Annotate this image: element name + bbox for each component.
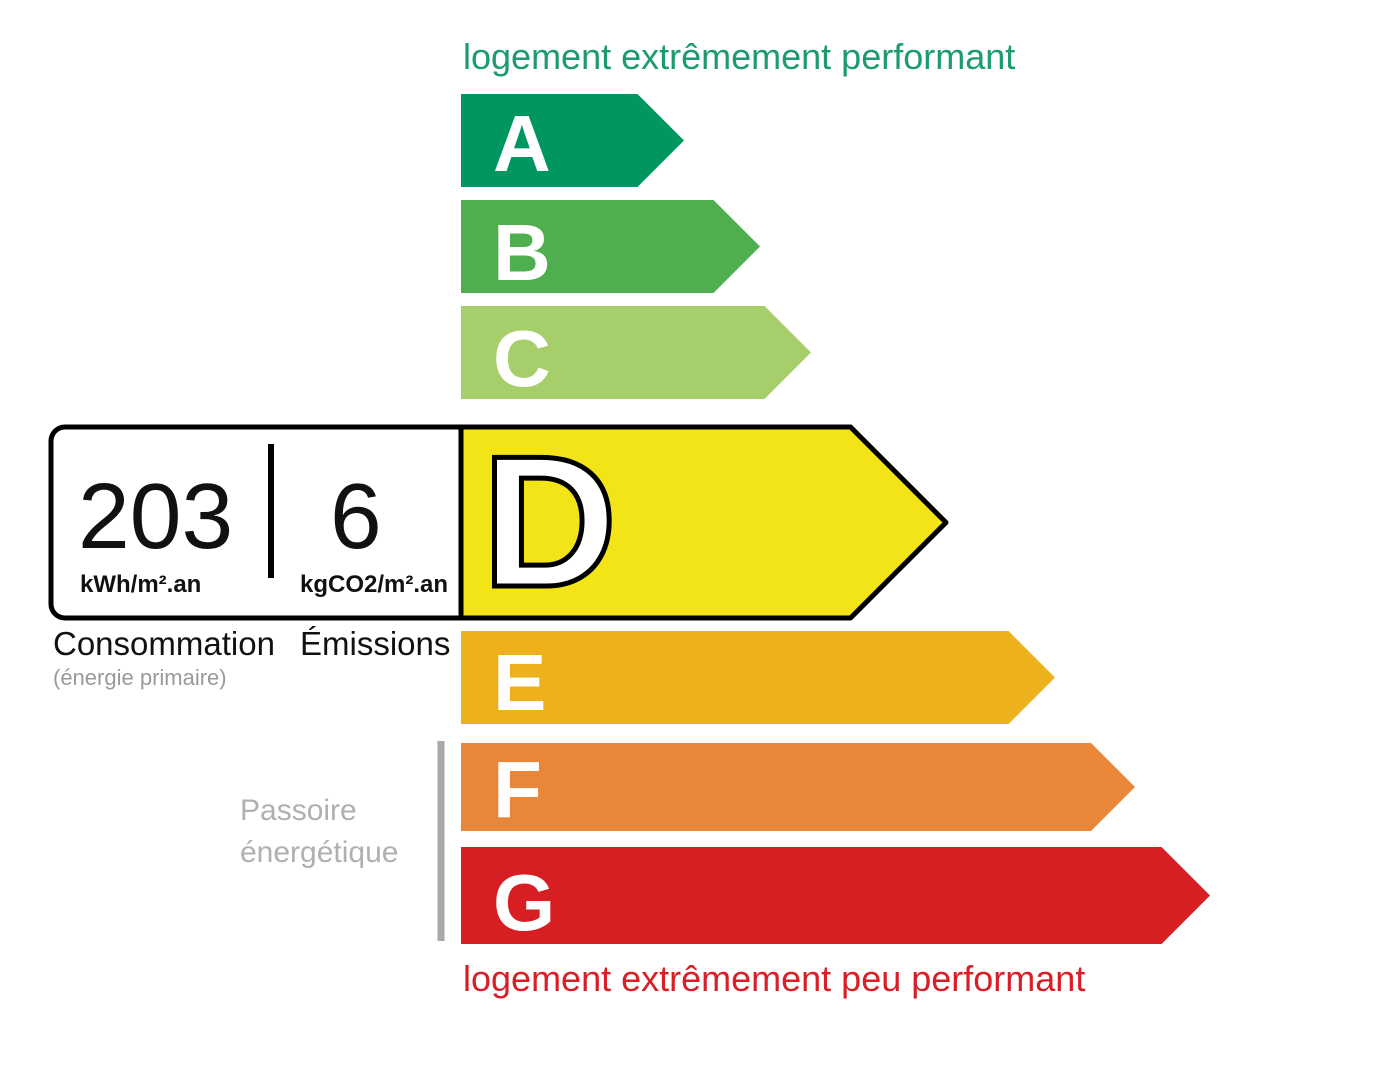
svg-text:C: C (493, 314, 551, 403)
svg-text:E: E (493, 638, 546, 727)
svg-text:logement extrêmement performan: logement extrêmement performant (463, 36, 1015, 77)
svg-text:6: 6 (330, 464, 382, 568)
svg-text:kgCO2/m².an: kgCO2/m².an (300, 571, 448, 598)
svg-text:Passoire: Passoire (240, 794, 357, 827)
svg-text:kWh/m².an: kWh/m².an (80, 571, 201, 598)
svg-text:Émissions: Émissions (300, 625, 450, 662)
svg-text:énergétique: énergétique (240, 836, 398, 869)
svg-text:Consommation: Consommation (53, 625, 275, 662)
svg-text:203: 203 (78, 464, 233, 568)
svg-text:(énergie primaire): (énergie primaire) (53, 665, 227, 690)
svg-text:A: A (493, 99, 551, 188)
svg-text:G: G (493, 858, 555, 947)
svg-text:D: D (482, 417, 617, 626)
svg-text:F: F (493, 745, 542, 834)
svg-text:B: B (493, 208, 551, 297)
svg-text:logement extrêmement peu perfo: logement extrêmement peu performant (463, 958, 1085, 999)
